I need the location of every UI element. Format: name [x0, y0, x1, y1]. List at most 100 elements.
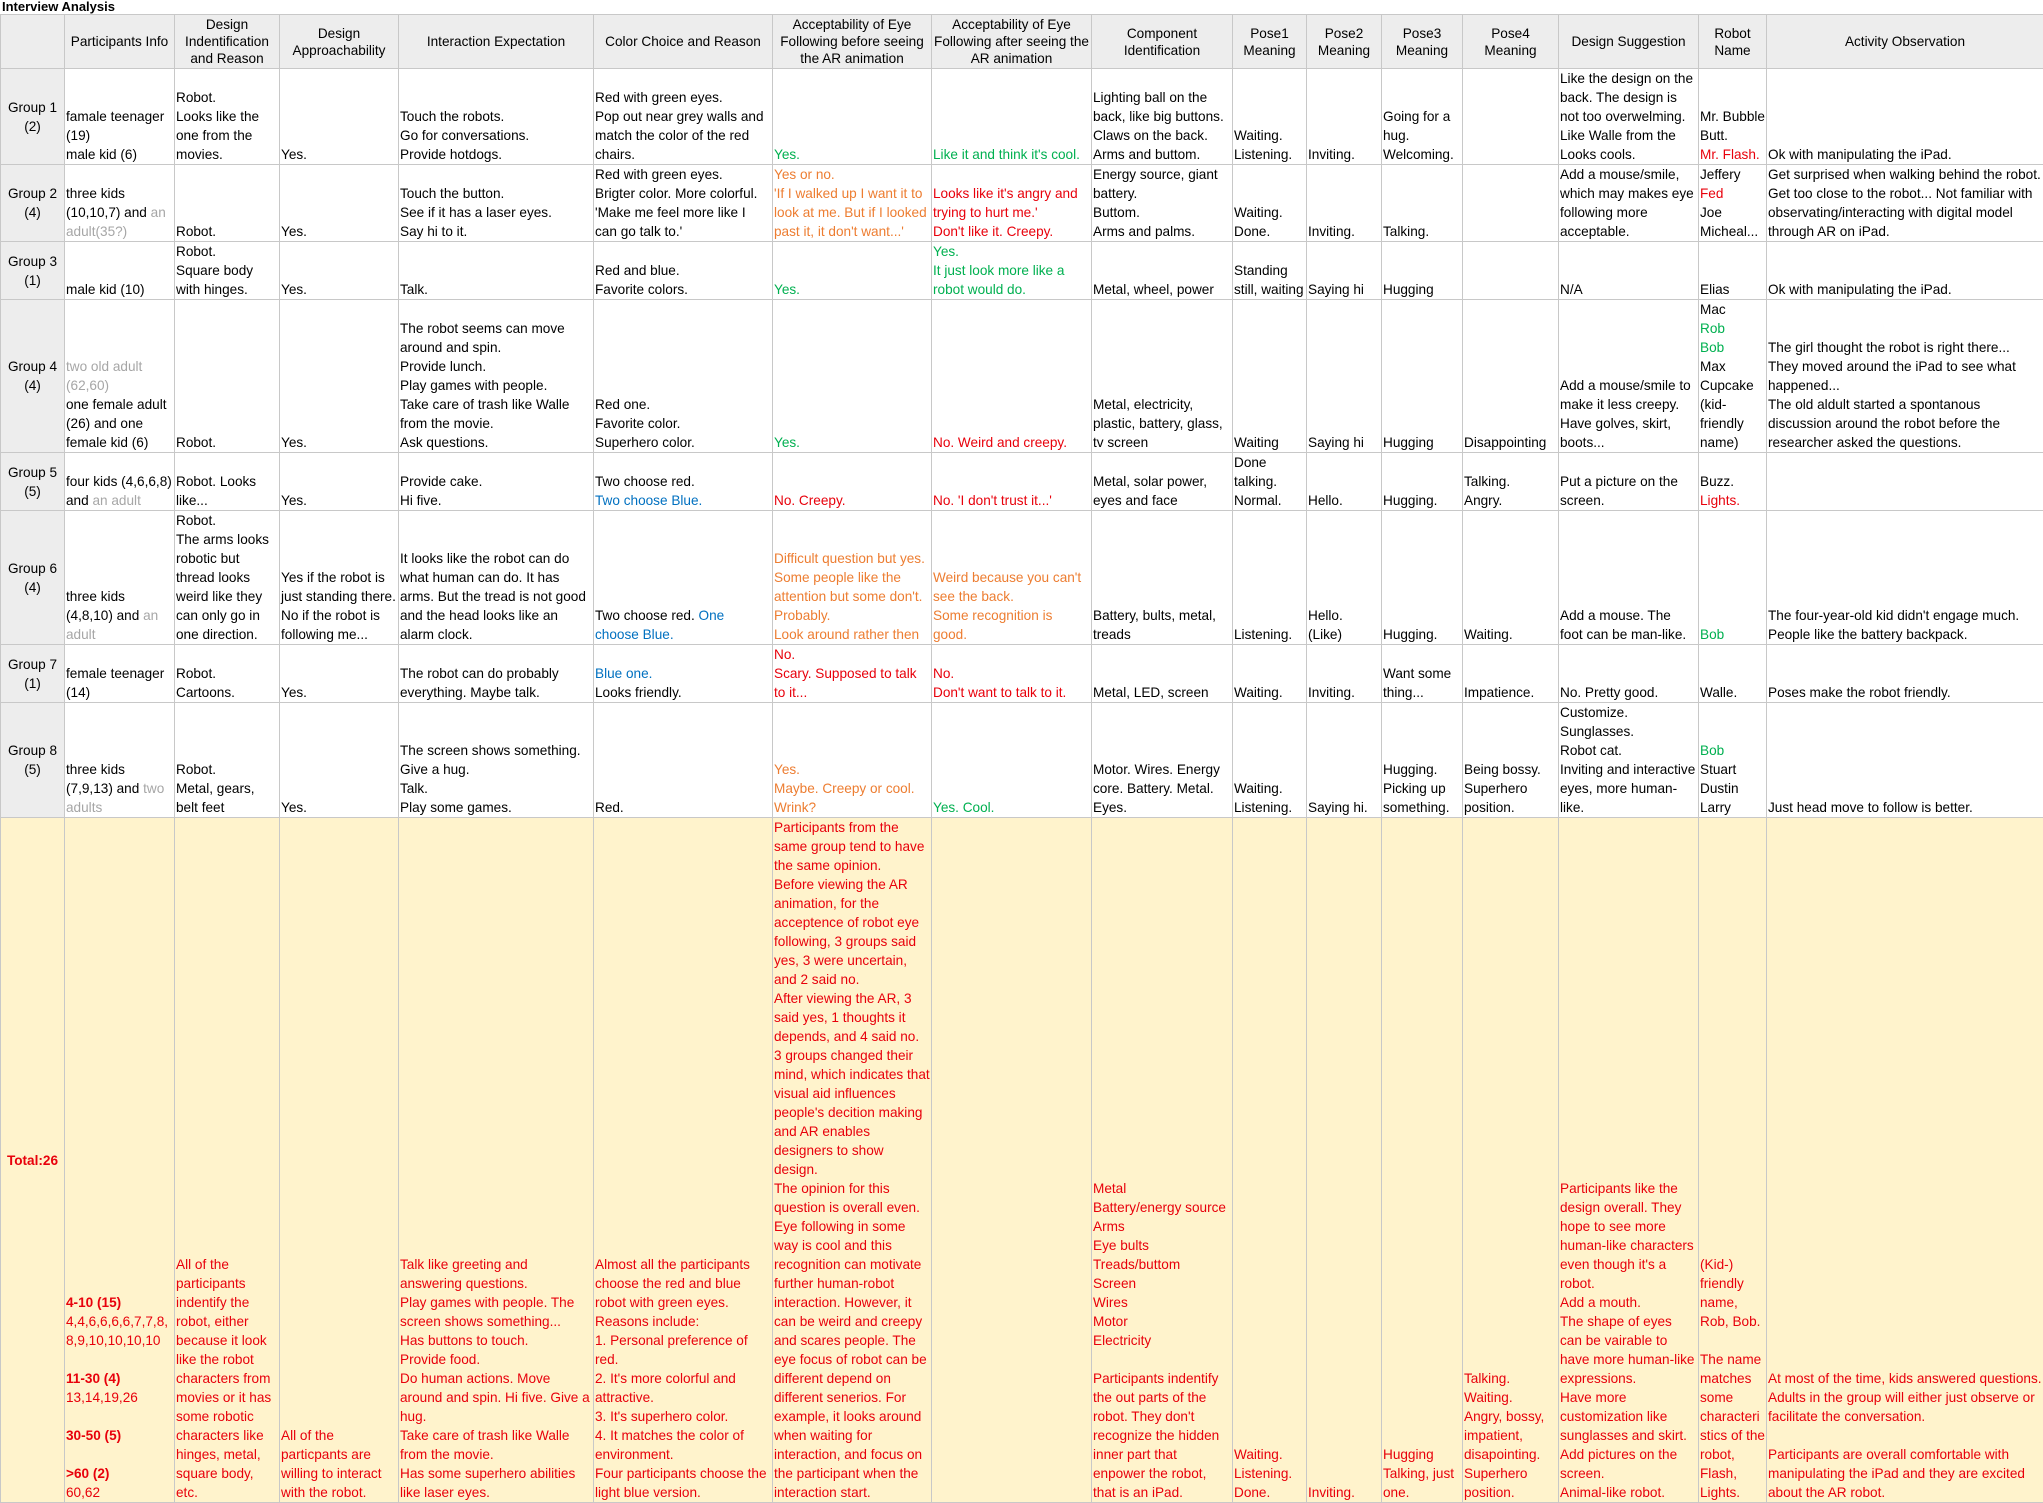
cell-design-suggestion[interactable]: Add a mouse/smile, which may makes eye f…	[1559, 165, 1699, 242]
cell-component-identification[interactable]: Metal, wheel, power	[1092, 242, 1233, 300]
header-pose2[interactable]: Pose2 Meaning	[1307, 15, 1382, 69]
cell-interaction-expectation[interactable]: Provide cake.Hi five.	[399, 453, 594, 511]
cell-eye-following-after[interactable]: Weird because you can't see the back.Som…	[932, 511, 1092, 645]
cell-component-identification[interactable]: Battery, bults, metal, treads	[1092, 511, 1233, 645]
cell-pose3[interactable]: Hugging	[1382, 300, 1463, 453]
cell-design-suggestion[interactable]: Customize.Sunglasses.Robot cat.Inviting …	[1559, 703, 1699, 818]
cell-robot-name[interactable]: Walle.	[1699, 645, 1767, 703]
header-design-suggestion[interactable]: Design Suggestion	[1559, 15, 1699, 69]
header-eye-following-after[interactable]: Acceptability of Eye Following after see…	[932, 15, 1092, 69]
header-color-choice[interactable]: Color Choice and Reason	[594, 15, 773, 69]
cell-component-identification[interactable]: Motor. Wires. Energy core. Battery. Meta…	[1092, 703, 1233, 818]
cell-activity-observation[interactable]: The girl thought the robot is right ther…	[1767, 300, 2043, 453]
header-interaction-expectation[interactable]: Interaction Expectation	[399, 15, 594, 69]
header-pose3[interactable]: Pose3 Meaning	[1382, 15, 1463, 69]
cell-color-choice[interactable]: Red with green eyes.Brigter color. More …	[594, 165, 773, 242]
cell-pose4[interactable]	[1463, 69, 1559, 165]
cell-design-approachability[interactable]: Yes.	[280, 645, 399, 703]
header-pose4[interactable]: Pose4 Meaning	[1463, 15, 1559, 69]
cell-design-identification[interactable]: Robot.	[175, 165, 280, 242]
cell-component-identification[interactable]: Lighting ball on the back, like big butt…	[1092, 69, 1233, 165]
cell-eye-following-before[interactable]: Yes.	[773, 69, 932, 165]
cell-color-choice[interactable]: Red one.Favorite color.Superhero color.	[594, 300, 773, 453]
cell-eye-following-after[interactable]: Yes. Cool.	[932, 703, 1092, 818]
cell-robot-name[interactable]: Mr. Bubble Butt.Mr. Flash.	[1699, 69, 1767, 165]
cell-component-identification[interactable]: Energy source, giant battery.Buttom.Arms…	[1092, 165, 1233, 242]
summary-color-choice[interactable]: Almost all the participants choose the r…	[594, 818, 773, 1503]
cell-design-identification[interactable]: Robot. Looks like...	[175, 453, 280, 511]
cell-eye-following-before[interactable]: Yes or no.'If I walked up I want it to l…	[773, 165, 932, 242]
cell-pose3[interactable]: Hugging.	[1382, 453, 1463, 511]
summary-design-identification[interactable]: All of the participants indentify the ro…	[175, 818, 280, 1503]
cell-pose1[interactable]: Waiting.	[1233, 645, 1307, 703]
cell-eye-following-after[interactable]: No. Weird and creepy.	[932, 300, 1092, 453]
cell-robot-name[interactable]: Buzz.Lights.	[1699, 453, 1767, 511]
cell-eye-following-after[interactable]: No.Don't want to talk to it.	[932, 645, 1092, 703]
cell-design-approachability[interactable]: Yes.	[280, 453, 399, 511]
summary-pose1[interactable]: Waiting.Listening.Done.	[1233, 818, 1307, 1503]
cell-activity-observation[interactable]: Just head move to follow is better.	[1767, 703, 2043, 818]
cell-activity-observation[interactable]: Get surprised when walking behind the ro…	[1767, 165, 2043, 242]
summary-activity-observation[interactable]: At most of the time, kids answered quest…	[1767, 818, 2043, 1503]
cell-activity-observation[interactable]	[1767, 453, 2043, 511]
group-label[interactable]: Group 6 (4)	[1, 511, 65, 645]
cell-participants-info[interactable]: two old adult (62,60)one female adult (2…	[65, 300, 175, 453]
group-label[interactable]: Group 3 (1)	[1, 242, 65, 300]
cell-design-approachability[interactable]: Yes.	[280, 242, 399, 300]
cell-participants-info[interactable]: female teenager (14)	[65, 645, 175, 703]
cell-color-choice[interactable]: Two choose red.Two choose Blue.	[594, 453, 773, 511]
summary-interaction-expectation[interactable]: Talk like greeting and answering questio…	[399, 818, 594, 1503]
cell-robot-name[interactable]: Bob	[1699, 511, 1767, 645]
cell-pose1[interactable]: Waiting	[1233, 300, 1307, 453]
cell-pose2[interactable]: Hello.	[1307, 453, 1382, 511]
cell-activity-observation[interactable]: Ok with manipulating the iPad.	[1767, 242, 2043, 300]
cell-activity-observation[interactable]: Poses make the robot friendly.	[1767, 645, 2043, 703]
cell-pose3[interactable]: Hugging.Picking up something.	[1382, 703, 1463, 818]
cell-pose2[interactable]: Hello.(Like)	[1307, 511, 1382, 645]
cell-pose2[interactable]: Inviting.	[1307, 69, 1382, 165]
cell-design-approachability[interactable]: Yes.	[280, 703, 399, 818]
cell-pose4[interactable]	[1463, 242, 1559, 300]
cell-pose1[interactable]: Listening.	[1233, 511, 1307, 645]
header-component-identification[interactable]: Component Identification	[1092, 15, 1233, 69]
cell-eye-following-after[interactable]: Looks like it's angry and trying to hurt…	[932, 165, 1092, 242]
cell-eye-following-before[interactable]: No. Creepy.	[773, 453, 932, 511]
cell-pose3[interactable]: Hugging	[1382, 242, 1463, 300]
cell-eye-following-after[interactable]: Like it and think it's cool.	[932, 69, 1092, 165]
cell-design-suggestion[interactable]: Like the design on the back. The design …	[1559, 69, 1699, 165]
header-design-approachability[interactable]: Design Approachability	[280, 15, 399, 69]
cell-design-approachability[interactable]: Yes if the robot is just standing there.…	[280, 511, 399, 645]
cell-interaction-expectation[interactable]: It looks like the robot can do what huma…	[399, 511, 594, 645]
cell-pose2[interactable]: Saying hi.	[1307, 703, 1382, 818]
cell-interaction-expectation[interactable]: The robot seems can move around and spin…	[399, 300, 594, 453]
cell-eye-following-before[interactable]: Yes.Maybe. Creepy or cool.Wrink?	[773, 703, 932, 818]
summary-pose4[interactable]: Talking.Waiting.Angry, bossy, impatient,…	[1463, 818, 1559, 1503]
cell-design-identification[interactable]: Robot.Metal, gears, belt feet	[175, 703, 280, 818]
cell-component-identification[interactable]: Metal, solar power, eyes and face	[1092, 453, 1233, 511]
cell-component-identification[interactable]: Metal, electricity, plastic, battery, gl…	[1092, 300, 1233, 453]
cell-participants-info[interactable]: three kids (7,9,13) and two adults	[65, 703, 175, 818]
cell-eye-following-after[interactable]: No. 'I don't trust it...'	[932, 453, 1092, 511]
cell-pose4[interactable]: Talking.Angry.	[1463, 453, 1559, 511]
cell-pose4[interactable]: Being bossy. Superhero position.	[1463, 703, 1559, 818]
cell-design-identification[interactable]: Robot.Square body with hinges.	[175, 242, 280, 300]
cell-eye-following-before[interactable]: Difficult question but yes.Some people l…	[773, 511, 932, 645]
cell-participants-info[interactable]: four kids (4,6,6,8) and an adult	[65, 453, 175, 511]
summary-eye-following-before[interactable]: Participants from the same group tend to…	[773, 818, 932, 1503]
cell-participants-info[interactable]: famale teenager (19)male kid (6)	[65, 69, 175, 165]
cell-pose1[interactable]: Waiting.Listening.	[1233, 69, 1307, 165]
cell-interaction-expectation[interactable]: The screen shows something.Give a hug.Ta…	[399, 703, 594, 818]
cell-color-choice[interactable]: Two choose red. One choose Blue.	[594, 511, 773, 645]
cell-eye-following-before[interactable]: Yes.	[773, 300, 932, 453]
cell-activity-observation[interactable]: Ok with manipulating the iPad.	[1767, 69, 2043, 165]
cell-interaction-expectation[interactable]: Talk.	[399, 242, 594, 300]
summary-robot-name[interactable]: (Kid-) friendly name,Rob, Bob.The name m…	[1699, 818, 1767, 1503]
cell-participants-info[interactable]: three kids (10,10,7) and an adult(35?)	[65, 165, 175, 242]
group-label[interactable]: Group 4 (4)	[1, 300, 65, 453]
cell-design-suggestion[interactable]: N/A	[1559, 242, 1699, 300]
header-robot-name[interactable]: Robot Name	[1699, 15, 1767, 69]
